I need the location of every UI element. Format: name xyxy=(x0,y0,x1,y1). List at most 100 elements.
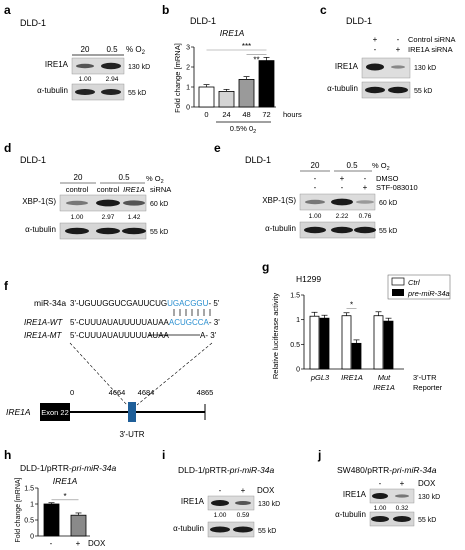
panel-h-ylabel: Fold change [mRNA] xyxy=(15,477,22,542)
panel-d-letter: d xyxy=(4,141,11,155)
panel-j-cell-line: SW480/pRTR-pri-miR-34a xyxy=(337,465,437,475)
panel-g-0-1-bar xyxy=(319,317,330,370)
panel-g-1-0-bar xyxy=(341,315,352,370)
panel-d-lane-2: control xyxy=(97,185,120,194)
panel-g-ytick-label-3: 1.5 xyxy=(290,293,300,300)
panel-g-2-1-bar xyxy=(383,320,394,370)
panel-f-pos-4664: 4664 xyxy=(109,388,126,397)
panel-i-quant-2: 0.59 xyxy=(237,512,250,519)
panel-c-kd-130: 130 kD xyxy=(414,65,436,72)
panel-a-col-20: 20 xyxy=(81,45,90,54)
panel-h-xsign-2: + xyxy=(76,539,81,548)
panel-g-legend-mir: pre-miR-34a xyxy=(407,289,450,298)
panel-c-sign-2-1: - xyxy=(374,45,377,54)
panel-c-cond-2: IRE1A siRNA xyxy=(408,45,453,54)
panel-b-sig-label-2: ** xyxy=(253,56,259,65)
panel-g-legend-ctrl: Ctrl xyxy=(408,278,420,287)
panel-e-band-1 xyxy=(305,199,325,205)
panel-g-ytick-label-2: 1 xyxy=(296,317,300,324)
panel-e-letter: e xyxy=(214,141,221,155)
panel-d-band-1 xyxy=(66,200,88,206)
panel-f-zoom-line-left xyxy=(69,342,128,406)
panel-g-reporter2: Reporter xyxy=(413,383,443,392)
panel-c-sign-1-2: - xyxy=(397,35,400,44)
panel-g-ytick-label-1: 0.5 xyxy=(290,342,300,349)
panel-e-kd-60: 60 kD xyxy=(379,200,397,207)
panel-i-band-tub-2 xyxy=(233,526,253,533)
panel-i-blot-tubulin xyxy=(207,521,255,538)
panel-h-ytick-label-0: 0 xyxy=(30,534,34,541)
panel-g-ylabel: Relative luciferase activity xyxy=(271,293,280,380)
panel-b-72-bar xyxy=(258,60,275,108)
panel-h-1-bar xyxy=(70,514,87,537)
panel-f-exon-box xyxy=(40,403,70,421)
panel-f-zoom-line-right xyxy=(136,342,213,406)
panel-c-blot-ire1a xyxy=(361,57,411,79)
panel-h-xlabel: DOX xyxy=(88,539,106,548)
panel-d-band-tub-1 xyxy=(65,227,89,235)
panel-f-mirna-name: miR-34a xyxy=(34,298,66,308)
panel-i-band-1 xyxy=(211,500,229,506)
panel-i-sign-2: + xyxy=(241,486,246,495)
panel-g-2-0-bar xyxy=(373,315,384,370)
panel-d-quant-3: 1.42 xyxy=(128,214,141,221)
panel-g-group-1: pGL3 xyxy=(310,373,330,382)
panel-e-sign-2-1: - xyxy=(314,183,317,192)
panel-e-quant-2: 2.22 xyxy=(336,213,349,220)
panel-e-sign-1-2: + xyxy=(340,174,345,183)
panel-b-o2-label: 0.5% 02 xyxy=(230,124,256,135)
panel-b-title: IRE1A xyxy=(220,28,245,38)
panel-f-exon-label: Exon 22 xyxy=(41,408,69,417)
panel-e-band-tub-1 xyxy=(304,226,326,234)
panel-b-xtick-label-0: 0 xyxy=(204,110,208,119)
panel-g-cell-line: H1299 xyxy=(296,274,321,284)
panel-a-row-tubulin: α-tubulin xyxy=(37,86,68,95)
panel-c-sign-1-1: + xyxy=(373,35,378,44)
panel-d-row-xbp1: XBP-1(S) xyxy=(22,197,56,206)
panel-e-kd-55: 55 kD xyxy=(379,228,397,235)
panel-a-blot-tubulin xyxy=(71,83,125,101)
panel-c-blot-tubulin xyxy=(361,81,411,99)
panel-b-xtick-label-1: 24 xyxy=(222,110,230,119)
panel-j-kd-55: 55 kD xyxy=(418,517,436,524)
panel-g-group-3: Mut xyxy=(378,373,391,382)
panel-b-ylabel: Fold change [mRNA] xyxy=(173,43,182,113)
panel-b-24-bar xyxy=(218,91,235,108)
panel-h-0-bar xyxy=(43,503,60,537)
panel-g-sig-label: * xyxy=(350,300,353,309)
panel-d-band-tub-3 xyxy=(122,227,146,235)
panel-i-band-2 xyxy=(235,501,251,505)
panel-d-kd-55: 55 kD xyxy=(150,229,168,236)
panel-g-0-0-bar xyxy=(309,315,320,370)
panel-c: c DLD-1 + - Control siRNA - + IRE1A siRN… xyxy=(320,3,456,99)
panel-d-o2-20: 20 xyxy=(74,173,83,182)
panel-e-sign-2-2: - xyxy=(341,183,344,192)
panel-b-cell-line: DLD-1 xyxy=(190,16,216,26)
panel-g-letter: g xyxy=(262,260,269,274)
panel-g-legend-swatch-mir xyxy=(392,289,404,296)
panel-i-blot-ire1a xyxy=(207,495,255,511)
panel-g-1-1-bar xyxy=(351,342,362,370)
panel-e-quant-1: 1.00 xyxy=(309,213,322,220)
panel-a-band-20 xyxy=(76,63,94,69)
panel-a-o2-label: % O2 xyxy=(126,45,146,56)
panel-e-band-tub-2 xyxy=(331,226,353,234)
panel-d-o2-05: 0.5 xyxy=(118,173,130,182)
panel-h-ytick-label-1: 0.5 xyxy=(24,518,34,525)
panel-b-0-bar xyxy=(198,86,215,108)
panel-d-quant-2: 2.97 xyxy=(102,214,115,221)
panel-d-kd-60: 60 kD xyxy=(150,201,168,208)
panel-a-kd-130: 130 kD xyxy=(128,64,150,71)
panel-a-letter: a xyxy=(4,3,11,17)
panel-g-chart: 0 0.5 1 1.5 * xyxy=(290,293,404,374)
panel-e-o2-20: 20 xyxy=(311,161,320,170)
panel-f: f miR-34a 3'-UGUUGGUCGAUUCUGUGACGGU- 5' … xyxy=(4,279,220,439)
panel-i-letter: i xyxy=(162,448,165,462)
panel-d-lane-1: control xyxy=(66,185,89,194)
panel-g-group-2: IRE1A xyxy=(341,373,363,382)
panel-h-cell-line: DLD-1/pRTR-pri-miR-34a xyxy=(20,463,116,473)
panel-a-col-05: 0.5 xyxy=(106,45,118,54)
panel-j-blot-tubulin xyxy=(369,511,415,527)
panel-a-quant-1: 1.00 xyxy=(79,76,92,83)
panel-j-band-tub-1 xyxy=(371,516,389,522)
